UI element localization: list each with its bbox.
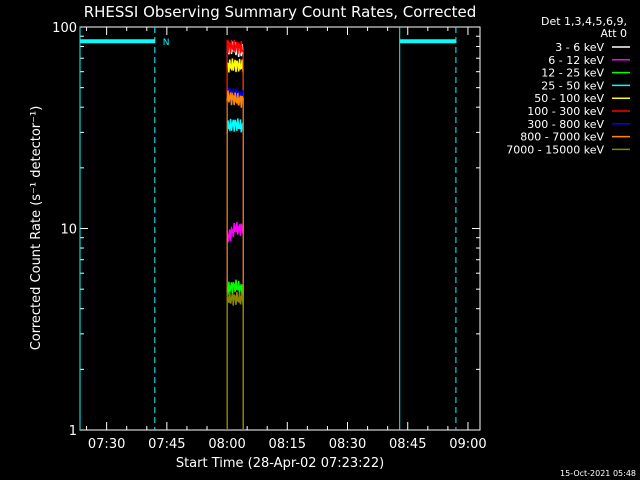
x-tick-label: 09:00 — [449, 437, 486, 452]
legend-header-line-1: Det 1,3,4,5,6,9, — [541, 15, 627, 28]
legend-label: 3 - 6 keV — [555, 41, 604, 54]
series-line — [226, 221, 244, 243]
legend-label: 12 - 25 keV — [541, 67, 604, 80]
chart-title: RHESSI Observing Summary Count Rates, Co… — [84, 3, 477, 21]
series-line — [226, 39, 244, 55]
y-tick-label: 10 — [60, 223, 77, 238]
x-tick-label: 07:45 — [148, 437, 185, 452]
y-axis-label: Corrected Count Rate (s⁻¹ detector⁻¹) — [29, 106, 44, 351]
legend-label: 6 - 12 keV — [548, 54, 604, 67]
annotation-label: N — [163, 38, 170, 48]
series-line — [226, 118, 244, 134]
footer-timestamp: 15-Oct-2021 05:48 — [560, 469, 636, 478]
x-tick-label: 08:15 — [269, 437, 306, 452]
series-line — [226, 291, 244, 306]
legend-label: 25 - 50 keV — [541, 79, 604, 92]
x-tick-label: 08:30 — [329, 437, 366, 452]
series-line — [226, 90, 244, 108]
x-tick-label: 08:00 — [208, 437, 245, 452]
legend-label: 7000 - 15000 keV — [506, 143, 604, 156]
x-tick-label: 07:30 — [88, 437, 125, 452]
plot-axes — [79, 26, 481, 431]
plot-frame — [79, 26, 481, 431]
x-axis-label: Start Time (28-Apr-02 07:23:22) — [176, 456, 384, 471]
legend-label: 50 - 100 keV — [534, 92, 604, 105]
legend-label: 300 - 800 keV — [527, 118, 604, 131]
y-tick-label: 100 — [52, 21, 77, 36]
x-tick-label: 08:45 — [389, 437, 426, 452]
legend-label: 800 - 7000 keV — [520, 131, 604, 144]
legend-label: 100 - 300 keV — [527, 105, 604, 118]
series-line — [226, 58, 244, 73]
legend-header-line-2: Att 0 — [601, 27, 627, 40]
data-layer: N — [79, 27, 457, 430]
axis-ticks: 07:30 07:45 08:00 08:15 08:30 08:45 09:00 1 10 10… — [52, 21, 487, 452]
y-tick-label: 1 — [69, 424, 77, 439]
